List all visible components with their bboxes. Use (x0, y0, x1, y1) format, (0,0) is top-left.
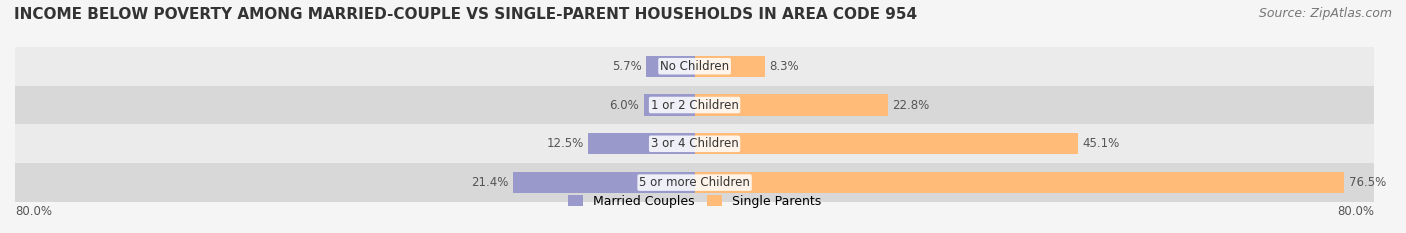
Legend: Married Couples, Single Parents: Married Couples, Single Parents (562, 190, 827, 213)
Text: No Children: No Children (659, 60, 730, 73)
Bar (513, 172, 695, 193)
Bar (15, 47, 1374, 86)
Text: Source: ZipAtlas.com: Source: ZipAtlas.com (1258, 7, 1392, 20)
Text: 8.3%: 8.3% (769, 60, 799, 73)
Text: 80.0%: 80.0% (1337, 205, 1374, 218)
Bar (695, 133, 1078, 154)
Bar (695, 55, 765, 77)
Text: 12.5%: 12.5% (547, 137, 583, 150)
Text: 76.5%: 76.5% (1348, 176, 1386, 189)
Text: 1 or 2 Children: 1 or 2 Children (651, 99, 738, 112)
Text: 22.8%: 22.8% (893, 99, 929, 112)
Bar (695, 94, 889, 116)
Text: 5.7%: 5.7% (612, 60, 643, 73)
Text: INCOME BELOW POVERTY AMONG MARRIED-COUPLE VS SINGLE-PARENT HOUSEHOLDS IN AREA CO: INCOME BELOW POVERTY AMONG MARRIED-COUPL… (14, 7, 917, 22)
Bar (15, 124, 1374, 163)
Text: 80.0%: 80.0% (15, 205, 52, 218)
Text: 3 or 4 Children: 3 or 4 Children (651, 137, 738, 150)
Text: 45.1%: 45.1% (1083, 137, 1119, 150)
Bar (644, 94, 695, 116)
Bar (15, 86, 1374, 124)
Bar (588, 133, 695, 154)
Bar (695, 172, 1344, 193)
Text: 6.0%: 6.0% (610, 99, 640, 112)
Text: 5 or more Children: 5 or more Children (640, 176, 749, 189)
Text: 21.4%: 21.4% (471, 176, 509, 189)
Bar (647, 55, 695, 77)
Bar (15, 163, 1374, 202)
